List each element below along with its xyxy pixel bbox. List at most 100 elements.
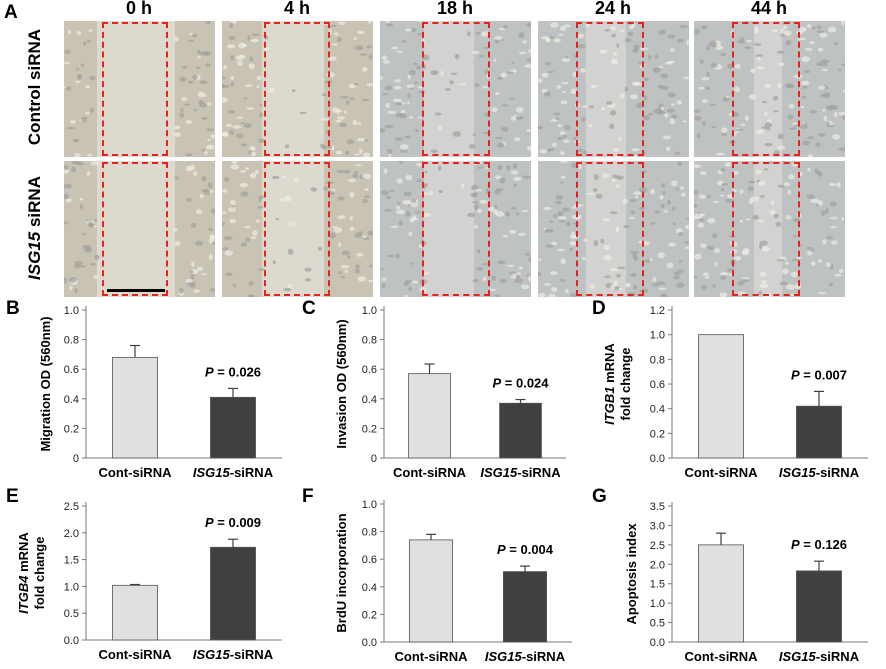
- cell-dot: [561, 57, 571, 63]
- cell-dot: [755, 170, 762, 175]
- cell-dot: [66, 126, 75, 130]
- cell-dot: [185, 279, 193, 283]
- cell-dot: [569, 241, 577, 246]
- cell-dot: [761, 126, 769, 129]
- cell-dot: [810, 261, 816, 266]
- cell-dot: [187, 80, 194, 84]
- cell-dot: [544, 228, 550, 233]
- cell-dot: [77, 265, 86, 268]
- cell-dot: [393, 85, 401, 90]
- y-tick-label: 0.6: [362, 364, 377, 376]
- cell-dot: [816, 30, 825, 33]
- cell-dot: [89, 107, 94, 113]
- cell-dot: [249, 295, 254, 297]
- cell-dot: [329, 24, 337, 28]
- y-tick-label: 1.5: [650, 579, 665, 591]
- cell-dot: [832, 134, 841, 140]
- cell-dot: [424, 170, 428, 174]
- cell-dot: [356, 30, 365, 35]
- cell-dot: [545, 244, 554, 248]
- cell-dot: [538, 258, 542, 261]
- cell-dot: [840, 63, 845, 66]
- cell-dot: [806, 246, 813, 250]
- cell-dot: [398, 161, 403, 164]
- cell-texture: [380, 21, 531, 157]
- cell-dot: [244, 225, 251, 229]
- cell-dot: [671, 180, 678, 187]
- cell-dot: [338, 271, 343, 275]
- panel-letter-b: B: [6, 298, 20, 319]
- cell-dot: [587, 124, 594, 128]
- cell-dot: [777, 145, 786, 150]
- cell-dot: [741, 279, 750, 283]
- bar-isg15: [210, 396, 256, 459]
- cell-dot: [364, 188, 369, 191]
- cell-dot: [633, 284, 637, 290]
- cell-dot: [830, 104, 838, 110]
- cell-dot: [437, 165, 442, 171]
- cell-dot: [64, 49, 71, 54]
- cell-dot: [381, 93, 389, 96]
- cell-dot: [721, 133, 727, 136]
- cell-dot: [224, 250, 234, 256]
- cell-dot: [633, 256, 639, 261]
- cell-dot: [672, 206, 676, 211]
- bar-control: [112, 356, 158, 459]
- cell-dot: [563, 139, 570, 143]
- cell-dot: [801, 56, 810, 62]
- cell-dot: [458, 83, 467, 86]
- y-tick-label: 0.4: [362, 394, 377, 406]
- cell-dot: [237, 60, 243, 66]
- cell-dot: [359, 53, 368, 56]
- cell-dot: [778, 62, 785, 66]
- cell-dot: [757, 219, 765, 223]
- cell-dot: [561, 175, 566, 179]
- panel-letter-a: A: [4, 2, 18, 23]
- cell-dot: [381, 283, 386, 288]
- cell-dot: [773, 150, 780, 156]
- cell-dot: [188, 39, 195, 42]
- cell-dot: [343, 110, 347, 114]
- bar-isg15: [499, 402, 542, 459]
- cell-dot: [201, 189, 210, 192]
- cell-dot: [222, 247, 229, 251]
- cell-dot: [668, 242, 677, 247]
- cell-dot: [642, 115, 650, 121]
- cell-dot: [418, 21, 423, 23]
- category-label: ISG15-siRNA: [480, 465, 561, 480]
- cell-dot: [209, 234, 215, 240]
- cell-dot: [654, 54, 658, 60]
- cell-dot: [746, 218, 751, 221]
- gap-region-box: [264, 22, 330, 156]
- wound-gap: [262, 161, 324, 297]
- cell-dot: [408, 231, 413, 237]
- cell-dot: [367, 230, 373, 236]
- cell-dot: [543, 91, 551, 97]
- cell-dot: [438, 124, 442, 130]
- cell-dot: [335, 150, 343, 155]
- cell-dot: [678, 231, 684, 236]
- cell-dot: [817, 132, 826, 137]
- cell-dot: [195, 66, 201, 70]
- cell-dot: [565, 289, 569, 293]
- cell-dot: [580, 68, 586, 73]
- cell-dot: [401, 39, 407, 43]
- cell-dot: [734, 256, 742, 261]
- cell-dot: [65, 86, 72, 91]
- cell-dot: [810, 248, 815, 252]
- cell-dot: [785, 215, 792, 220]
- cell-dot: [268, 87, 275, 94]
- cell-dot: [344, 269, 348, 273]
- cell-dot: [611, 33, 617, 38]
- cell-dot: [340, 265, 350, 269]
- cell-dot: [294, 177, 299, 183]
- cell-dot: [239, 54, 246, 58]
- cell-dot: [612, 148, 620, 152]
- cell-dot: [525, 252, 531, 256]
- cell-dot: [583, 238, 588, 242]
- cell-dot: [478, 200, 488, 204]
- cell-dot: [833, 112, 838, 117]
- chart-e: E 0.0 0.5 1.0 1.5 2.0 2.5 ITGB4 mRNA fold change…: [6, 486, 282, 662]
- cell-dot: [622, 198, 628, 205]
- y-tick-label: 1.0: [362, 305, 377, 317]
